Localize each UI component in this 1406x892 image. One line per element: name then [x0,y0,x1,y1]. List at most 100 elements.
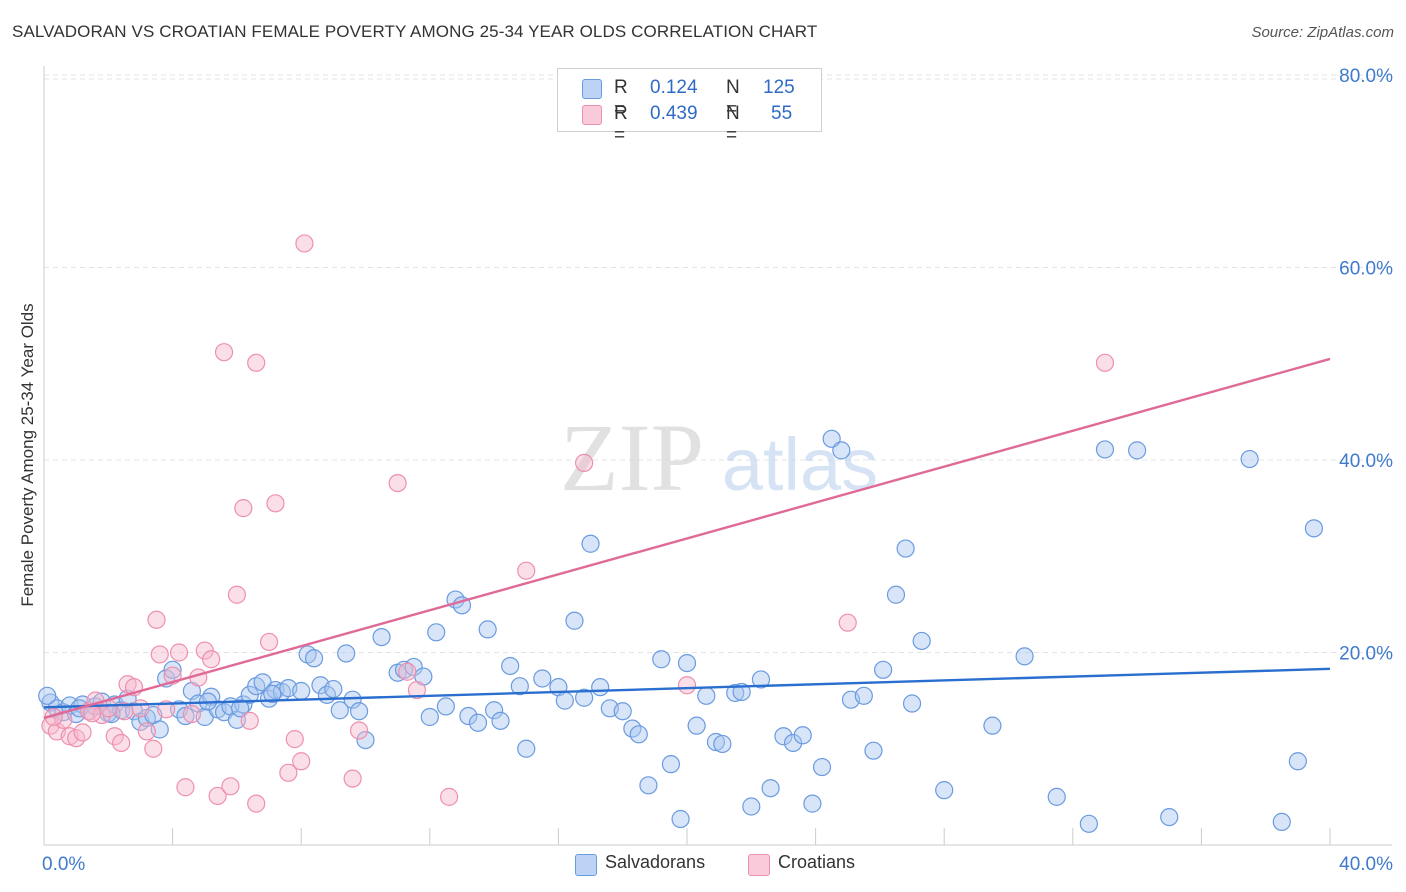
salvadoran-point [671,809,690,829]
salvadoran-point [687,716,706,735]
salvadoran-point [533,669,552,688]
croatian-point [147,610,166,629]
salvadoran-point [902,694,922,713]
croatian-point [182,704,201,724]
bottom-legend-label-croatians: Croatians [778,852,856,872]
salvadoran-point [742,797,761,816]
salvadoran-point [292,681,311,701]
croatian-point [259,632,279,652]
watermark-zip: ZIP [560,404,704,511]
croatian-point [112,733,131,753]
salvadoran-point [983,716,1002,735]
salvadoran-point [935,781,954,800]
salvadoran-point [896,539,915,558]
salvadoran-point [1288,752,1307,771]
salvadoran-point [706,732,726,752]
salvadoran-point [1304,519,1324,538]
salvadoran-point [874,660,893,679]
croatian-point [343,769,362,788]
croatian-point [677,676,697,695]
croatian-point [169,643,189,662]
legend-n-label: N = [726,103,740,146]
salvadoran-point [349,702,369,721]
croatian-point [247,353,266,372]
bottom-legend-label-salvadorans: Salvadorans [605,852,706,872]
salvadoran-point [565,611,584,630]
croatian-point [208,786,227,806]
salvadoran-point [485,701,504,720]
chart-title: SALVADORAN VS CROATIAN FEMALE POVERTY AM… [12,22,818,41]
y-tick-label: 20.0% [1339,644,1393,665]
y-tick-label: 40.0% [1339,451,1393,472]
salvadoran-point [713,734,732,754]
salvadoran-point [324,679,343,699]
salvadoran-point [478,620,497,639]
croatian-point [221,777,240,796]
croatian-point [575,453,594,472]
croatian-point [349,721,369,740]
x-tick-label: 40.0% [1339,854,1393,875]
salvadoran-point [304,649,324,668]
salvadoran-point [227,710,246,729]
salvadoran-point [1272,812,1291,832]
grid-lines [44,74,1392,653]
salvadoran-point [613,702,632,721]
croatian-point [295,234,314,253]
croatian-point [517,561,536,580]
stats-legend: R = 0.124 N = 125 R = 0.439 N = 55 [557,68,822,146]
croatian-point [227,585,246,604]
croatian-point [131,699,150,718]
salvadoran-point [427,623,446,642]
salvadoran-point [1160,807,1179,827]
y-tick-label: 80.0% [1339,66,1393,87]
croatian-point [279,763,298,782]
salvadoran-point [751,670,771,689]
salvadoran-point [1095,440,1115,459]
chart-source: Source: ZipAtlas.com [1251,24,1394,41]
watermark: ZIP atlas [560,404,878,511]
salvadoran-point [330,701,349,720]
croatian-point [150,645,169,664]
legend-swatch-croatian [582,105,602,125]
salvadoran-point [854,686,873,705]
salvadoran-point [783,733,803,753]
salvadoran-point [517,739,536,758]
salvadoran-point [459,706,478,726]
croatian-point [407,680,427,700]
legend-n-value: 125 [763,77,795,98]
salvadoran-point [886,585,906,604]
watermark-atlas: atlas [722,423,878,506]
salvadoran-point [491,711,510,730]
salvadoran-point [1240,449,1259,469]
salvadoran-point [661,755,681,774]
legend-r-label: R = [614,77,628,120]
salvadoran-trend-line [43,667,1331,709]
salvadoran-point [803,794,822,813]
salvadoran-point [912,631,931,651]
salvadoran-point [420,707,439,727]
salvadoran-point [176,706,195,726]
croatian-point [240,711,259,730]
croatian-trend-line [43,357,1331,720]
croatian-point [266,494,285,513]
legend-n-value: 55 [771,103,793,124]
salvadoran-point [697,686,716,705]
axes [43,66,1392,846]
croatian-point [202,650,221,669]
salvadoran-point [629,725,648,744]
salvadoran-point [163,660,182,679]
x-tick-label: 0.0% [42,854,85,875]
salvadoran-point [38,686,57,705]
salvadoran-point [726,683,745,703]
salvadoran-point [1079,814,1098,833]
croatian-point [137,722,156,741]
salvadoran-point [575,688,594,707]
croatian-point [838,613,857,632]
bottom-legend-swatch-salvadorans [575,854,597,876]
y-axis-label: Female Poverty Among 25-34 Year Olds [18,303,37,607]
legend-r-label: R = [614,103,628,146]
salvadoran-point [501,656,520,676]
croatian-point [285,730,304,749]
legend-r-value: 0.124 [650,77,698,98]
salvadoran-point [510,677,529,696]
